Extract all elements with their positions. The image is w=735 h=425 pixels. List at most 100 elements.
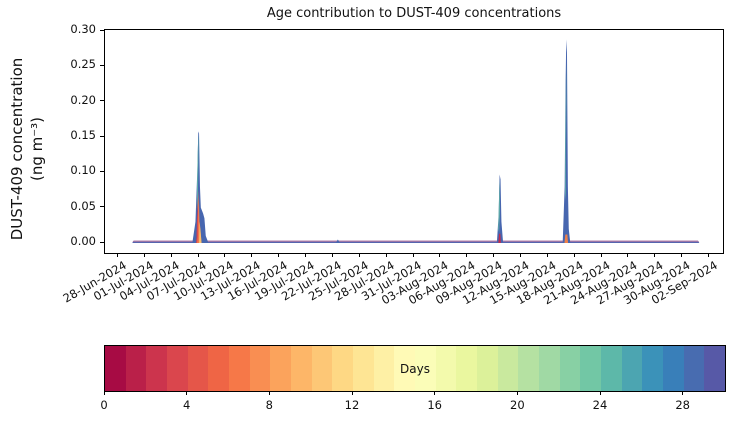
y-tick-label: 0.30	[70, 22, 96, 36]
y-tick-mark	[100, 241, 104, 243]
colorbar-bin	[621, 346, 643, 391]
area-layer-peak3-young-orange-base	[564, 234, 569, 243]
x-tick-mark	[224, 253, 226, 257]
x-tick-mark	[358, 253, 360, 257]
y-axis-label: DUST-409 concentration (ng m⁻³)	[7, 0, 49, 299]
x-tick-mark	[116, 253, 118, 257]
colorbar-bin	[497, 346, 519, 391]
x-tick-mark	[573, 253, 575, 257]
colorbar-bin	[456, 346, 478, 391]
x-tick-mark	[170, 253, 172, 257]
area-layer-peak2-fresh-red-base	[498, 233, 501, 243]
x-tick-mark	[708, 253, 710, 257]
colorbar-tick-label: 16	[427, 398, 442, 412]
x-tick-mark	[681, 253, 683, 257]
y-tick-mark	[100, 29, 104, 31]
colorbar-tick-mark	[351, 391, 353, 395]
x-tick-mark	[197, 253, 199, 257]
area-layer-peak2-teal-sliver	[498, 179, 500, 233]
area-layer-peak2-old-blue	[496, 174, 504, 243]
plot-svg	[132, 39, 700, 244]
colorbar-bin	[642, 346, 664, 391]
y-tick-mark	[100, 170, 104, 172]
colorbar-bin	[683, 346, 705, 391]
y-tick-label: 0.10	[70, 163, 96, 178]
colorbar-tick-mark	[682, 391, 684, 395]
colorbar-tick-mark	[599, 391, 601, 395]
colorbar-tick-label: 28	[675, 398, 690, 412]
x-tick-mark	[466, 253, 468, 257]
colorbar-bin	[559, 346, 581, 391]
colorbar-bin	[332, 346, 354, 391]
y-tick-label: 0.25	[70, 57, 96, 72]
x-tick-mark	[654, 253, 656, 257]
colorbar-bin	[167, 346, 188, 391]
colorbar-tick-label: 20	[510, 398, 525, 412]
colorbar-bin	[187, 346, 209, 391]
area-layer-peak3-teal-sliver	[565, 62, 567, 201]
y-tick-label: 0.20	[70, 92, 96, 107]
colorbar-bin	[125, 346, 147, 391]
area-layer-baseline-band-fresh	[132, 240, 699, 242]
colorbar-tick-mark	[516, 391, 518, 395]
colorbar-tick-mark	[268, 391, 270, 395]
x-tick-mark	[385, 253, 387, 257]
colorbar-tick-label: 8	[265, 398, 273, 412]
colorbar-bin	[229, 346, 250, 391]
colorbar-bin	[353, 346, 374, 391]
colorbar-tick-label: 4	[182, 398, 191, 412]
colorbar-bin	[249, 346, 271, 391]
colorbar-bin	[704, 346, 726, 391]
x-tick-mark	[305, 253, 307, 257]
x-tick-mark	[546, 253, 548, 257]
area-layer-peak1-fresh-red-sliver	[196, 197, 198, 243]
y-tick-label: 0.05	[70, 198, 96, 213]
y-tick-label: 0.15	[70, 128, 96, 142]
x-tick-mark	[331, 253, 333, 257]
colorbar-bin	[518, 346, 540, 391]
x-tick-mark	[412, 253, 414, 257]
colorbar-gradient	[105, 346, 726, 391]
x-tick-mark	[143, 253, 145, 257]
colorbar-bin	[311, 346, 333, 391]
x-tick-mark	[627, 253, 629, 257]
y-axis-label-line1: DUST-409 concentration	[8, 57, 26, 241]
colorbar-bin	[394, 346, 416, 391]
y-tick-mark	[100, 100, 104, 102]
colorbar-bin	[601, 346, 622, 391]
y-tick-label: 0.00	[70, 234, 96, 248]
colorbar-bin	[539, 346, 560, 391]
colorbar-bin	[435, 346, 457, 391]
colorbar-bin	[373, 346, 395, 391]
colorbar-tick-mark	[434, 391, 436, 395]
y-tick-mark	[100, 64, 104, 66]
colorbar-bin	[105, 346, 126, 391]
plot-area	[104, 29, 724, 254]
chart-title: Age contribution to DUST-409 concentrati…	[266, 6, 562, 21]
colorbar-bin	[663, 346, 684, 391]
colorbar: Days	[104, 345, 726, 392]
area-layer-peak1-yellow-sliver	[199, 221, 202, 243]
x-tick-mark	[493, 253, 495, 257]
x-tick-mark	[278, 253, 280, 257]
area-layer-peak1-old-blue	[192, 131, 209, 243]
colorbar-tick-label: 24	[592, 398, 608, 412]
colorbar-tick-mark	[103, 391, 105, 395]
colorbar-tick-label: 0	[100, 398, 108, 412]
colorbar-bin	[580, 346, 602, 391]
x-tick-mark	[439, 253, 441, 257]
colorbar-bin	[291, 346, 312, 391]
colorbar-tick-label: 12	[344, 398, 360, 412]
colorbar-bin	[415, 346, 436, 391]
colorbar-tick-mark	[186, 391, 188, 395]
colorbar-bin	[146, 346, 168, 391]
x-tick-mark	[519, 253, 521, 257]
y-tick-mark	[100, 135, 104, 137]
y-tick-mark	[100, 206, 104, 208]
x-tick-mark	[251, 253, 253, 257]
area-layer-peak3-old-blue	[562, 39, 571, 244]
colorbar-bin	[270, 346, 292, 391]
area-layer-peak1-teal-sliver	[196, 135, 199, 212]
colorbar-bin	[477, 346, 498, 391]
